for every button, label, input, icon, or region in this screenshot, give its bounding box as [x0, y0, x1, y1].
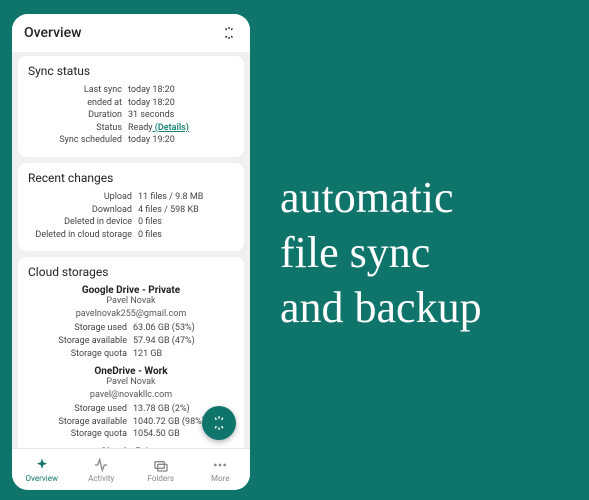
data-row: ended attoday 18:20: [28, 97, 234, 110]
more-icon: [212, 457, 228, 473]
nav-label: Activity: [88, 474, 114, 483]
cloud-storages-heading: Cloud storages: [28, 265, 234, 279]
row-value: 57.94 GB (47%): [133, 335, 234, 348]
data-row: Sync scheduledtoday 19:20: [28, 134, 234, 147]
row-value: Ready (Details): [128, 122, 234, 135]
storage-title: OneDrive - Work: [28, 366, 234, 377]
page-title: Overview: [24, 25, 81, 41]
fab-sync-button[interactable]: [202, 406, 236, 440]
data-row: Storage available57.94 GB (47%): [28, 335, 234, 348]
storage-email: pavelnovak255@gmail.com: [28, 309, 234, 319]
nav-overview[interactable]: Overview: [12, 449, 72, 490]
bottom-nav: Overview Activity Folders More: [12, 448, 250, 490]
data-row: Duration31 seconds: [28, 109, 234, 122]
tagline-line: and backup: [280, 280, 482, 335]
row-value: 4 files / 598 KB: [138, 204, 234, 217]
recent-changes-card: Recent changes Upload11 files / 9.8 MBDo…: [18, 163, 244, 251]
row-value: 0 files: [138, 216, 234, 229]
details-link[interactable]: (Details): [153, 123, 189, 133]
data-row: Deleted in cloud storage0 files: [28, 229, 234, 242]
folders-icon: [153, 457, 169, 473]
data-row: Download4 files / 598 KB: [28, 204, 234, 217]
storage-name: Pavel Novak: [28, 377, 234, 387]
row-label: Sync scheduled: [28, 134, 128, 147]
data-row: Last synctoday 18:20: [28, 84, 234, 97]
data-row: Upload11 files / 9.8 MB: [28, 191, 234, 204]
row-value: 31 seconds: [128, 109, 234, 122]
row-label: Storage used: [28, 403, 133, 416]
nav-label: Folders: [148, 474, 174, 483]
marketing-tagline: automatic file sync and backup: [280, 170, 482, 335]
row-value: today 18:20: [128, 84, 234, 97]
sync-icon[interactable]: [220, 24, 238, 42]
row-label: Storage available: [28, 335, 133, 348]
sparkle-icon: [34, 457, 50, 473]
row-label: Deleted in cloud storage: [28, 229, 138, 242]
row-value: 63.06 GB (53%): [133, 322, 234, 335]
phone-frame: Overview Sync status Last synctoday 18:2…: [12, 14, 250, 490]
storage-title: Google Drive - Private: [28, 285, 234, 296]
storage-email: pavel@novakllc.com: [28, 390, 234, 400]
data-row: StatusReady (Details): [28, 122, 234, 135]
tagline-line: file sync: [280, 225, 482, 280]
nav-folders[interactable]: Folders: [131, 449, 191, 490]
data-row: Deleted in device0 files: [28, 216, 234, 229]
nav-label: More: [211, 474, 229, 483]
app-bar: Overview: [12, 14, 250, 52]
row-label: Storage used: [28, 322, 133, 335]
row-value: today 19:20: [128, 134, 234, 147]
row-label: Deleted in device: [28, 216, 138, 229]
row-label: Storage available: [28, 416, 133, 429]
row-label: Upload: [28, 191, 138, 204]
storage-account: Google Drive - PrivatePavel Novak pavelno…: [28, 285, 234, 360]
sync-status-card: Sync status Last synctoday 18:20ended at…: [18, 56, 244, 157]
row-label: Status: [28, 122, 128, 135]
content-scroll[interactable]: Sync status Last synctoday 18:20ended at…: [12, 52, 250, 448]
row-label: Storage quota: [28, 428, 133, 441]
nav-activity[interactable]: Activity: [72, 449, 132, 490]
row-value: 121 GB: [133, 348, 234, 361]
data-row: Storage quota121 GB: [28, 348, 234, 361]
row-label: Storage quota: [28, 348, 133, 361]
row-value: 11 files / 9.8 MB: [138, 191, 234, 204]
row-label: Last sync: [28, 84, 128, 97]
row-value: 0 files: [138, 229, 234, 242]
storage-name: Pavel Novak: [28, 296, 234, 306]
row-label: Duration: [28, 109, 128, 122]
activity-icon: [93, 457, 109, 473]
nav-more[interactable]: More: [191, 449, 251, 490]
nav-label: Overview: [26, 474, 58, 483]
row-value: today 18:20: [128, 97, 234, 110]
tagline-line: automatic: [280, 170, 482, 225]
row-label: Download: [28, 204, 138, 217]
row-label: ended at: [28, 97, 128, 110]
recent-changes-heading: Recent changes: [28, 171, 234, 185]
data-row: Storage used63.06 GB (53%): [28, 322, 234, 335]
sync-status-heading: Sync status: [28, 64, 234, 78]
